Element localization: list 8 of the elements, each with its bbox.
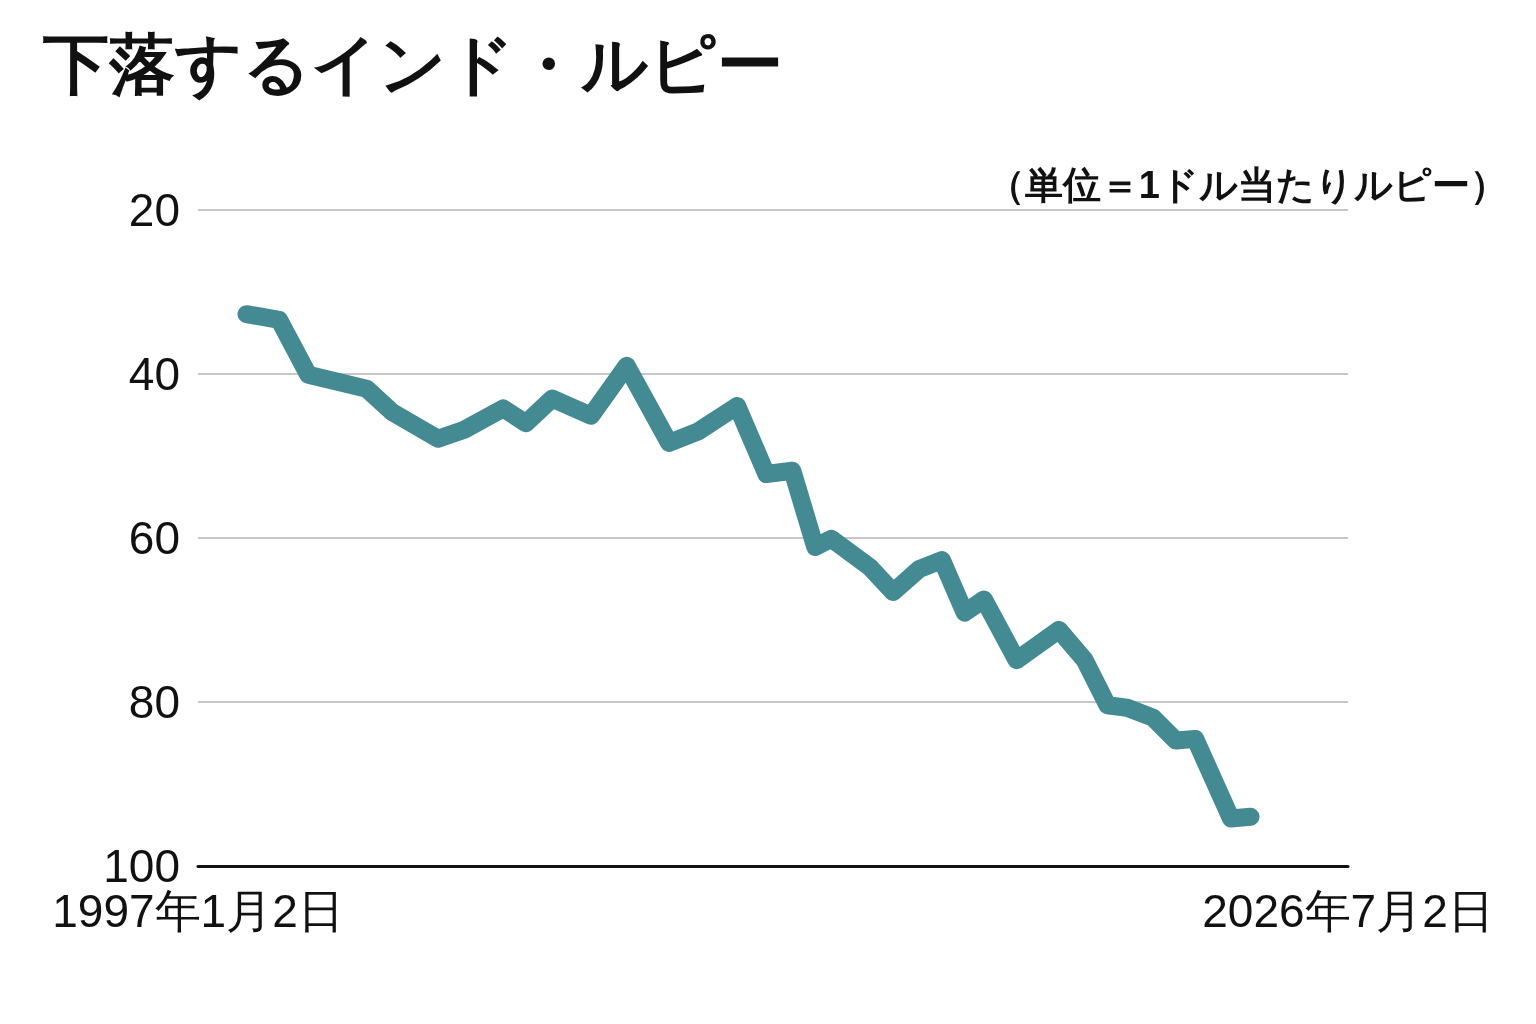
x-tick-label: 2026年7月2日 <box>1202 885 1494 937</box>
y-tick-label: 40 <box>128 348 180 400</box>
y-tick-label: 60 <box>128 512 180 564</box>
chart-title: 下落するインド・ルピー <box>42 27 783 101</box>
text: （単位＝1ドル当たりルピー） <box>986 164 1509 206</box>
y-tick-label: 20 <box>128 184 180 236</box>
x-tick-label: 1997年1月2日 <box>52 885 344 937</box>
y-tick-label: 80 <box>128 676 180 728</box>
